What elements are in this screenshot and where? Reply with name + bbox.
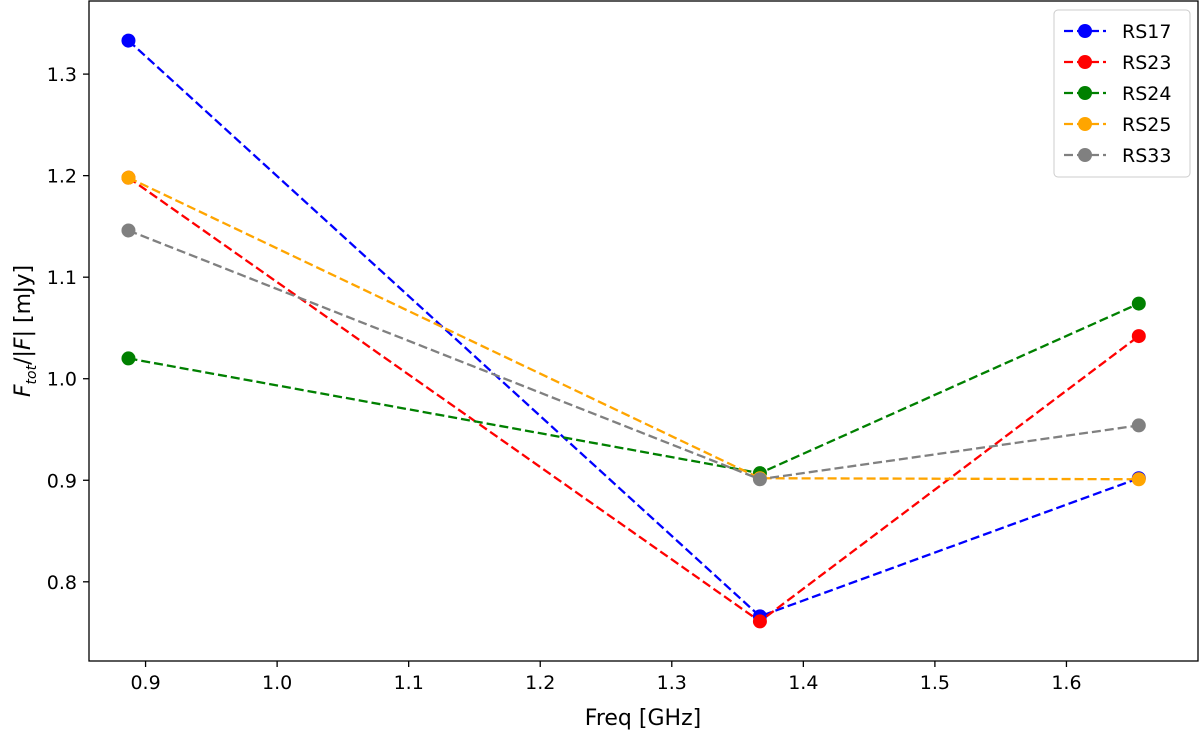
data-point-rs23 bbox=[752, 614, 767, 629]
legend-marker-rs25 bbox=[1078, 117, 1092, 131]
y-tick-label: 1.3 bbox=[47, 64, 77, 86]
y-tick-label: 0.9 bbox=[47, 470, 77, 492]
legend-marker-rs23 bbox=[1078, 55, 1092, 69]
legend-label-rs17: RS17 bbox=[1122, 21, 1171, 43]
series-line-rs23 bbox=[127, 176, 1140, 623]
legend-label-rs23: RS23 bbox=[1122, 52, 1171, 74]
x-tick-label: 1.3 bbox=[657, 672, 687, 694]
x-axis-label: Freq [GHz] bbox=[585, 706, 701, 731]
legend-box bbox=[1053, 9, 1191, 178]
legend-marker-rs17 bbox=[1078, 24, 1092, 38]
legend-label-rs33: RS33 bbox=[1122, 145, 1171, 167]
data-point-rs33 bbox=[1131, 418, 1146, 433]
plot-frame bbox=[88, 0, 1199, 662]
y-tick-label: 1.2 bbox=[47, 166, 77, 188]
series-line-rs17 bbox=[127, 39, 1140, 618]
series-line-rs24 bbox=[128, 302, 1140, 475]
legend-label-rs25: RS25 bbox=[1122, 114, 1171, 136]
x-tick-label: 1.5 bbox=[920, 672, 950, 694]
legend-label-rs24: RS24 bbox=[1122, 83, 1171, 105]
legend-marker-rs33 bbox=[1078, 148, 1092, 162]
legend-marker-rs24 bbox=[1078, 86, 1092, 100]
y-axis: 0.8 0.9 1.0 1.1 1.2 1.3 bbox=[47, 64, 89, 594]
x-tick-label: 1.6 bbox=[1051, 672, 1081, 694]
series-line-rs33 bbox=[128, 229, 1139, 481]
legend: RS17 RS23 RS24 RS25 RS33 bbox=[1053, 9, 1191, 178]
x-tick-label: 1.4 bbox=[788, 672, 818, 694]
data-point-rs33 bbox=[752, 472, 767, 487]
data-point-rs25 bbox=[121, 170, 136, 185]
data-point-rs25 bbox=[1131, 472, 1146, 487]
x-tick-label: 0.9 bbox=[130, 672, 160, 694]
series-line-rs25 bbox=[127, 176, 1139, 481]
series-layer bbox=[121, 33, 1146, 629]
data-point-rs24 bbox=[121, 351, 136, 366]
x-tick-label: 1.1 bbox=[394, 672, 424, 694]
data-point-rs23 bbox=[1131, 329, 1146, 344]
data-point-rs17 bbox=[121, 33, 136, 48]
y-tick-label: 0.8 bbox=[47, 572, 77, 594]
x-tick-label: 1.2 bbox=[525, 672, 555, 694]
x-tick-label: 1.0 bbox=[262, 672, 292, 694]
x-axis: 0.9 1.0 1.1 1.2 1.3 1.4 1.5 1.6 bbox=[130, 661, 1082, 694]
data-point-rs24 bbox=[1131, 296, 1146, 311]
y-tick-label: 1.0 bbox=[47, 369, 77, 391]
y-axis-label: Ftot/|F| [mJy] bbox=[11, 265, 40, 397]
data-point-rs33 bbox=[121, 223, 136, 238]
y-tick-label: 1.1 bbox=[47, 267, 77, 289]
